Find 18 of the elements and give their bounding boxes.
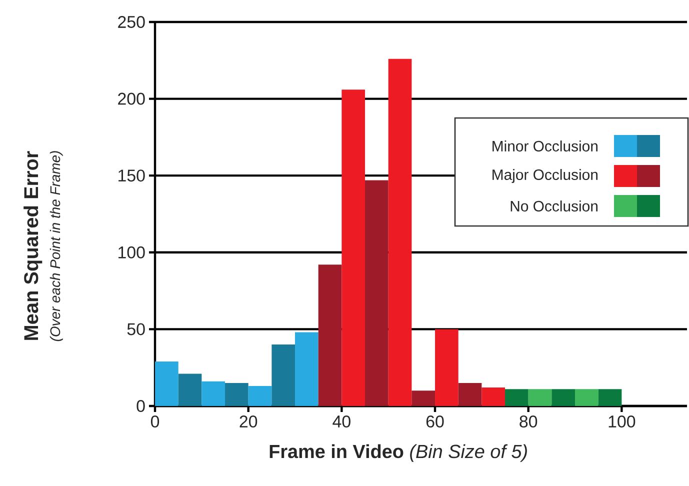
y-tick-label: 250 [118, 16, 145, 28]
x-axis-title: Frame in Video (Bin Size of 5) [270, 444, 527, 462]
x-tick-label: 60 [426, 416, 444, 428]
y-axis-title: Mean Squared Error [24, 151, 42, 340]
text: (Over each Point in the Frame) [50, 151, 63, 342]
x-tick-label: 20 [240, 416, 258, 428]
x-tick-label: 100 [608, 416, 636, 428]
legend-label: No Occlusion [510, 200, 598, 212]
y-tick-label: 150 [118, 170, 145, 182]
y-tick-label: 100 [118, 246, 145, 258]
y-tick-label: 50 [127, 323, 145, 336]
x-tick-label: 40 [332, 416, 350, 428]
y-tick-label: 0 [136, 400, 145, 412]
y-tick-label: 200 [118, 92, 145, 105]
x-tick-label: 80 [520, 416, 538, 428]
legend-label: Major Occlusion [492, 169, 598, 183]
legend-label: Minor Occlusion [492, 140, 598, 152]
x-tick-label: 0 [150, 416, 160, 428]
